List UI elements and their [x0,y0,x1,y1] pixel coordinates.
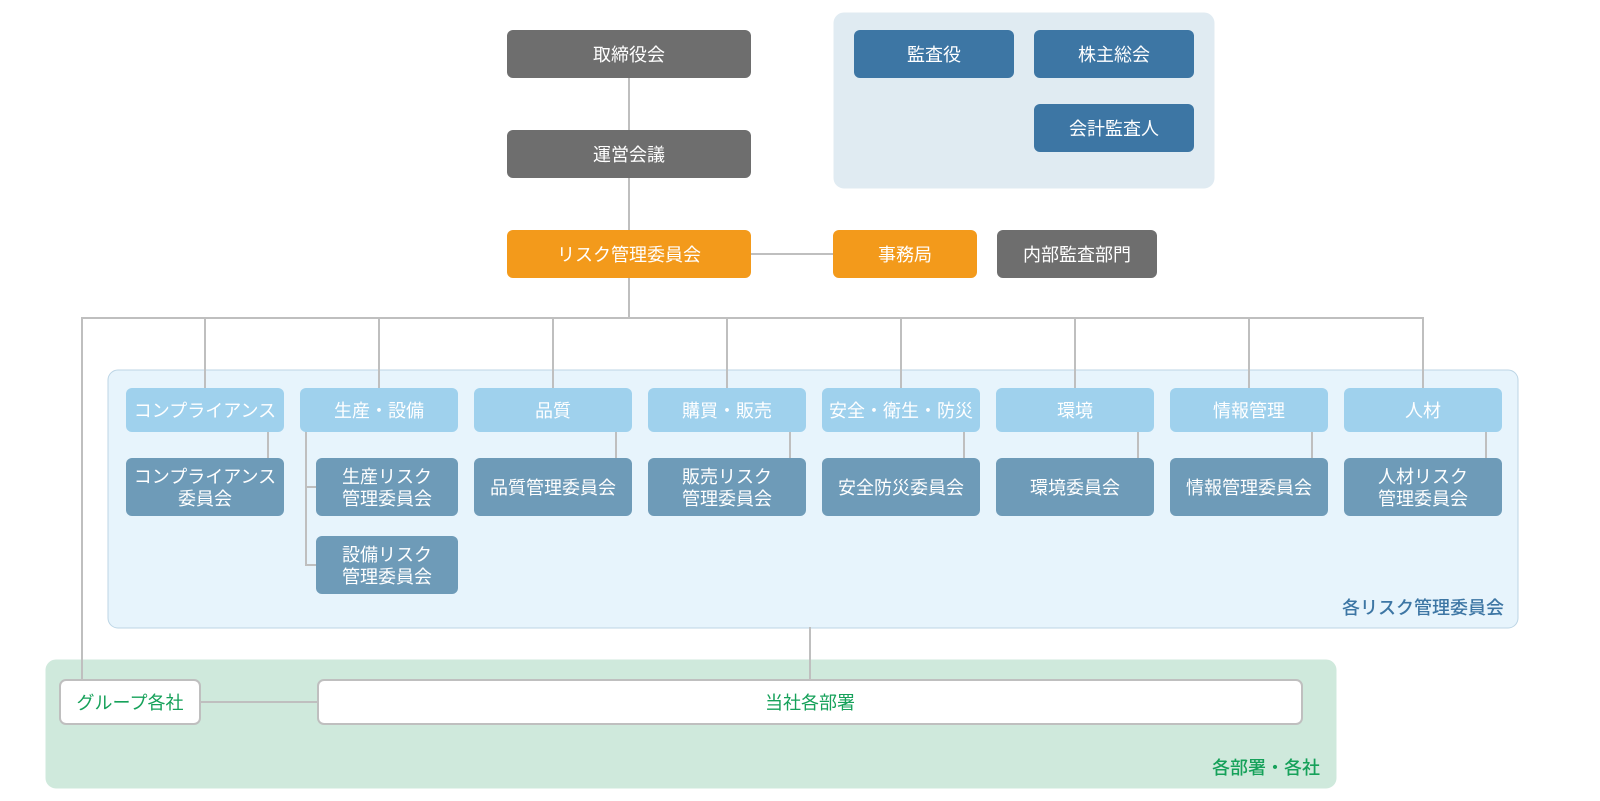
node-cat6: 情報管理 [1170,388,1328,432]
node-sub1a-label: 管理委員会 [342,485,432,511]
node-sub2-label: 品質管理委員会 [490,474,616,500]
node-shareholder-label: 株主総会 [1078,41,1150,67]
node-cat7: 人材 [1344,388,1502,432]
node-sub5: 環境委員会 [996,458,1154,516]
node-intl_audit-label: 内部監査部門 [1023,241,1131,267]
node-our_depts-label: 当社各部署 [765,689,855,715]
node-cat3-label: 購買・販売 [682,397,772,423]
node-secretariat: 事務局 [833,230,977,278]
node-riskcomm-label: リスク管理委員会 [557,241,701,267]
node-cat5: 環境 [996,388,1154,432]
node-cat3: 購買・販売 [648,388,806,432]
node-intl_audit: 内部監査部門 [997,230,1157,278]
node-acc_auditor-label: 会計監査人 [1069,115,1159,141]
node-cat1-label: 生産・設備 [334,397,424,423]
node-sub1a: 生産リスク管理委員会 [316,458,458,516]
panel-green_panel-label: 各部署・各社 [1212,754,1320,780]
node-sub5-label: 環境委員会 [1030,474,1120,500]
node-sub0-label: 委員会 [178,485,232,511]
node-cat5-label: 環境 [1057,397,1093,423]
node-group_co-label: グループ各社 [77,689,184,715]
node-riskcomm: リスク管理委員会 [507,230,751,278]
node-sub6-label: 情報管理委員会 [1186,474,1312,500]
node-cat4-label: 安全・衛生・防災 [829,397,973,423]
node-secretariat-label: 事務局 [878,241,932,267]
node-sub4-label: 安全防災委員会 [838,474,964,500]
node-cat1: 生産・設備 [300,388,458,432]
node-cat6-label: 情報管理 [1213,397,1285,423]
node-group_co: グループ各社 [60,680,200,724]
node-sub0: コンプライアンス委員会 [126,458,284,516]
node-board-label: 取締役会 [593,41,665,67]
node-cat4: 安全・衛生・防災 [822,388,980,432]
node-auditor: 監査役 [854,30,1014,78]
node-sub4: 安全防災委員会 [822,458,980,516]
node-cat7-label: 人材 [1405,397,1441,423]
node-acc_auditor: 会計監査人 [1034,104,1194,152]
node-sub1b-label: 管理委員会 [342,563,432,589]
node-sub1b: 設備リスク管理委員会 [316,536,458,594]
node-shareholder: 株主総会 [1034,30,1194,78]
node-sub3-label: 管理委員会 [682,485,772,511]
org-chart: 取締役会運営会議リスク管理委員会 監査役 株主総会会計監査人事務局 内部監査部門コンプ… [0,0,1600,801]
node-mgmt: 運営会議 [507,130,751,178]
node-board: 取締役会 [507,30,751,78]
node-cat0-label: コンプライアンス [134,397,276,423]
node-our_depts: 当社各部署 [318,680,1302,724]
node-sub3: 販売リスク管理委員会 [648,458,806,516]
node-sub7-label: 管理委員会 [1378,485,1468,511]
node-cat0: コンプライアンス [126,388,284,432]
node-auditor-label: 監査役 [907,41,961,67]
node-mgmt-label: 運営会議 [593,141,665,167]
node-cat2: 品質 [474,388,632,432]
node-sub7: 人材リスク管理委員会 [1344,458,1502,516]
node-sub6: 情報管理委員会 [1170,458,1328,516]
panel-risk_panel-label: 各リスク管理委員会 [1342,594,1504,620]
node-sub2: 品質管理委員会 [474,458,632,516]
node-cat2-label: 品質 [535,397,571,423]
